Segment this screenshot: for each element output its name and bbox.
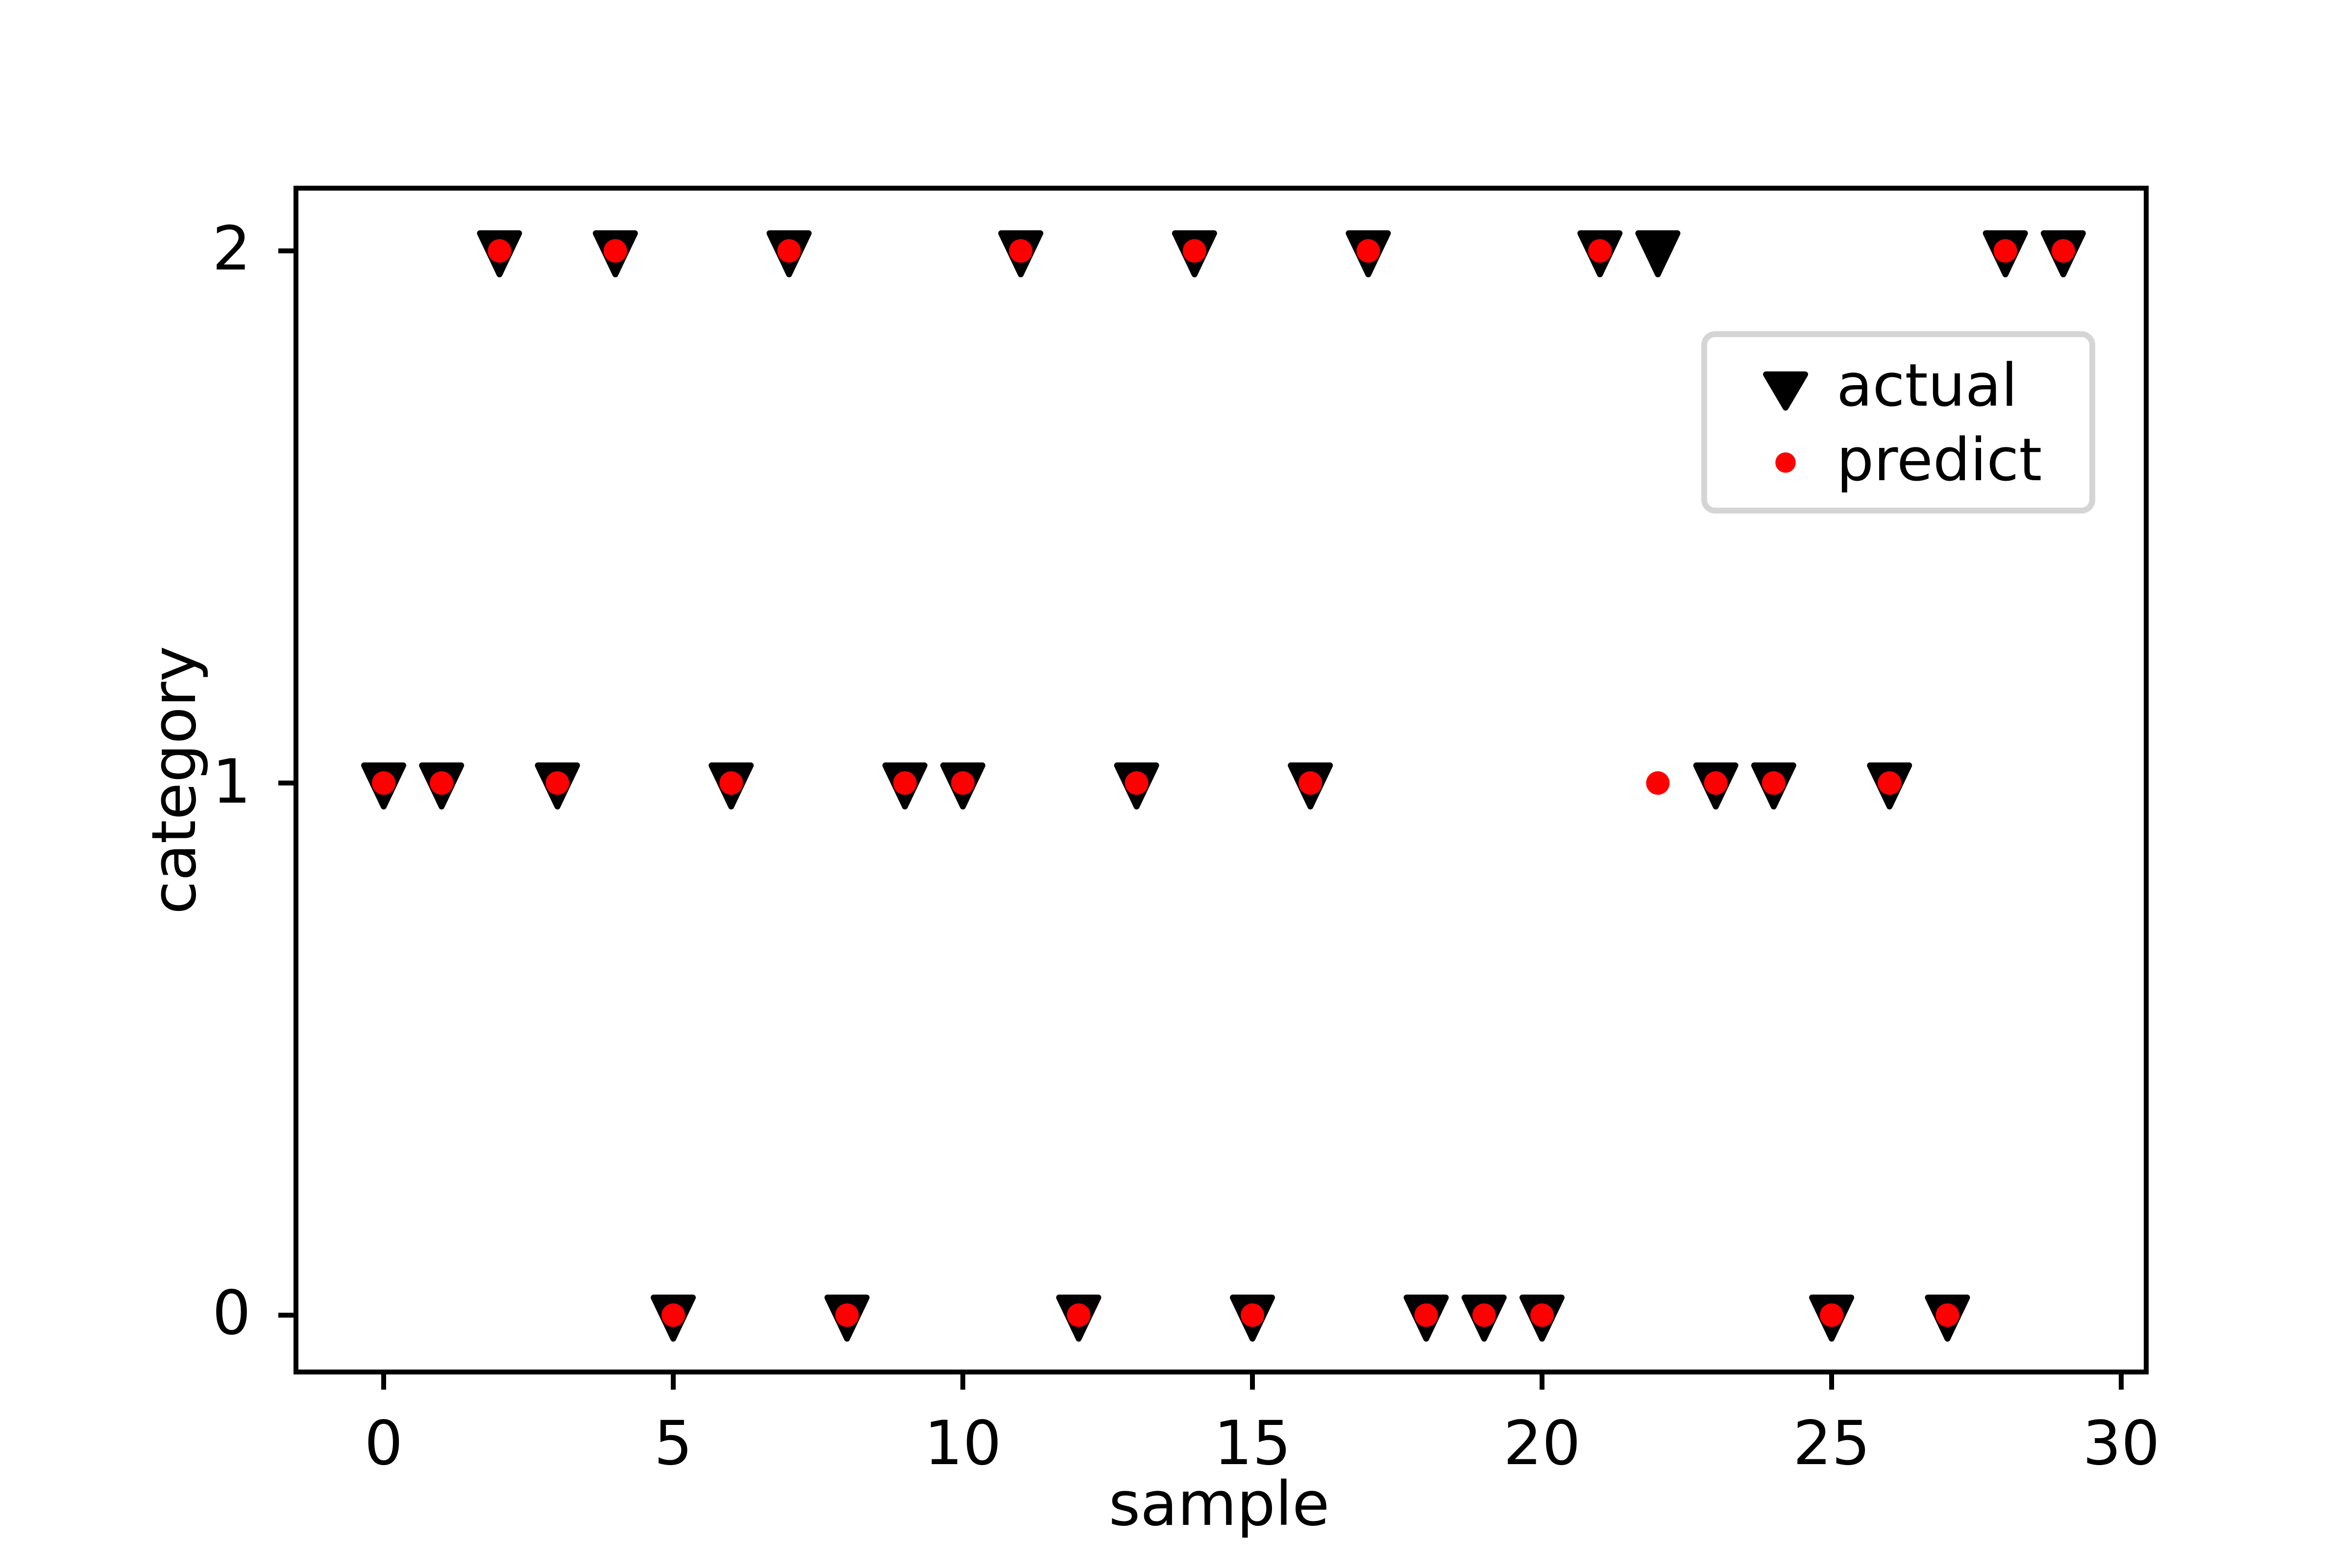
y-tick-label: 1 [212,747,251,817]
predict-marker [1009,239,1033,263]
predict-marker [603,239,627,263]
predict-marker [719,771,743,795]
predict-marker [1762,771,1786,795]
predict-marker [372,771,395,795]
x-axis-label: sample [1108,1470,1330,1541]
predict-marker [1646,771,1670,795]
predict-marker [1414,1303,1438,1327]
predict-marker [1182,239,1206,263]
predict-marker [1241,1303,1264,1327]
predict-marker [835,1303,859,1327]
x-tick-label: 20 [1503,1409,1581,1480]
x-tick-label: 15 [1214,1409,1291,1480]
predict-marker [1472,1303,1496,1327]
y-tick-label: 2 [212,215,251,285]
predict-marker [893,771,917,795]
predict-marker [1936,1303,1960,1327]
predict-marker [545,771,569,795]
x-tick-label: 10 [924,1409,1002,1480]
predict-marker [777,239,801,263]
predict-marker [662,1303,685,1327]
legend-entry-actual: actual [1735,351,2089,425]
predict-marker [1067,1303,1091,1327]
predict-marker [488,239,512,263]
predict-marker [1298,771,1323,795]
predict-marker [1356,239,1380,263]
actual-triangle-icon [1735,361,1837,416]
predict-marker [1125,771,1149,795]
y-tick-label: 0 [212,1279,251,1349]
predict-marker [1588,239,1612,263]
predict-marker [1993,239,2017,263]
legend-label-predict: predict [1837,427,2042,496]
plot-spines [294,186,2149,1374]
x-tick-label: 5 [654,1409,693,1480]
legend-label-actual: actual [1837,353,2018,421]
predict-dot-icon [1735,435,1837,490]
x-tick-label: 30 [2082,1409,2160,1480]
predict-marker [1820,1303,1843,1327]
legend: actual predict [1701,331,2095,514]
predict-marker [951,771,975,795]
predict-marker [2051,239,2075,263]
x-tick-label: 0 [364,1409,403,1480]
y-axis-label: category [140,645,211,915]
x-tick-label: 25 [1793,1409,1870,1480]
predict-marker [1704,771,1728,795]
predict-marker [1530,1303,1554,1327]
legend-entry-predict: predict [1735,425,2089,500]
actual-marker [1635,230,1681,277]
predict-marker [1878,771,1902,795]
predict-marker [430,771,454,795]
